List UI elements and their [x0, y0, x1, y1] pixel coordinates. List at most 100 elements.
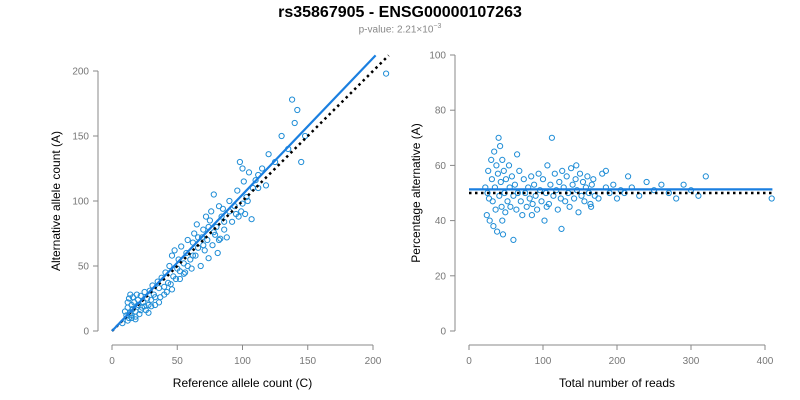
data-point [221, 226, 228, 233]
x-tick-label: 200 [365, 356, 382, 367]
x-tick-label: 300 [683, 356, 700, 367]
data-point [152, 294, 159, 301]
data-point [516, 167, 523, 174]
data-point [201, 247, 208, 254]
data-point [193, 221, 200, 228]
data-point [205, 255, 212, 262]
data-point [483, 212, 490, 219]
data-point [132, 316, 139, 323]
data-point [529, 200, 536, 208]
data-point [298, 158, 305, 166]
data-point [613, 195, 621, 202]
data-point [166, 262, 173, 270]
data-point [547, 181, 554, 188]
data-point [499, 156, 506, 163]
data-point [125, 295, 133, 302]
data-point [581, 198, 588, 205]
data-point [209, 242, 216, 249]
y-tick-label: 100 [72, 197, 89, 208]
data-point [590, 176, 597, 183]
data-point [141, 303, 148, 310]
data-point [291, 119, 298, 127]
data-point [523, 203, 530, 210]
data-point [200, 226, 207, 233]
data-point [551, 170, 558, 177]
data-point [643, 178, 650, 186]
data-point [494, 170, 501, 177]
data-point [252, 177, 259, 184]
data-point [558, 225, 565, 232]
data-point [493, 162, 500, 169]
y-tick-label: 0 [83, 327, 89, 338]
data-point [573, 162, 580, 169]
data-point [259, 165, 266, 172]
data-point [176, 275, 183, 283]
data-point [539, 176, 547, 183]
data-point [528, 212, 536, 219]
data-point [492, 206, 499, 213]
y-axis-title: Alternative allele count (A) [49, 131, 63, 271]
data-point [500, 167, 507, 174]
data-point [178, 243, 185, 250]
data-point [232, 210, 240, 218]
data-point [702, 173, 709, 180]
data-point [197, 262, 204, 270]
data-point [571, 195, 578, 202]
y-tick-label: 150 [72, 132, 89, 143]
x-tick-label: 0 [466, 356, 472, 367]
data-point [494, 228, 501, 235]
data-point [490, 223, 497, 230]
data-point [226, 197, 233, 205]
data-point [588, 181, 595, 188]
reference-line [111, 54, 390, 332]
data-point [218, 213, 225, 220]
data-point [498, 203, 505, 210]
data-point [519, 212, 526, 219]
data-point [136, 311, 143, 318]
data-point [554, 206, 561, 213]
data-point [504, 198, 511, 205]
y-tick-label: 80 [435, 106, 447, 117]
data-point [528, 173, 535, 180]
data-point [289, 96, 296, 103]
x-axis-title: Total number of reads [559, 376, 675, 390]
data-point [544, 162, 551, 169]
data-point [486, 217, 493, 224]
data-point [602, 167, 610, 174]
data-point [579, 178, 587, 186]
data-point [244, 197, 251, 205]
subtitle-text: p-value: 2.21×10 [358, 24, 434, 36]
data-point [148, 303, 155, 310]
data-point [294, 106, 301, 114]
data-point [302, 132, 309, 140]
data-point [610, 181, 617, 188]
x-tick-label: 150 [299, 356, 316, 367]
data-point [168, 252, 176, 259]
data-point [578, 192, 585, 199]
data-point [184, 236, 191, 244]
panel-percentage-alternative: 0 100 200 300 400 0 20 40 60 80 100 Total number of… [409, 51, 775, 390]
y-axis-title: Percentage alternative (A) [409, 123, 423, 262]
data-point [497, 143, 504, 150]
chart-subtitle: p-value: 2.21×10−3 [0, 23, 800, 35]
data-point [680, 181, 687, 188]
data-point [557, 195, 564, 202]
data-point [236, 158, 243, 166]
x-tick-label: 50 [172, 356, 184, 367]
data-point [517, 198, 524, 205]
data-point [548, 134, 556, 141]
data-point [491, 148, 498, 155]
data-point [499, 231, 507, 238]
data-point [507, 203, 514, 210]
data-point [278, 132, 285, 140]
data-point [563, 173, 570, 180]
data-point [584, 173, 591, 180]
data-point [383, 70, 390, 77]
data-point [499, 217, 506, 224]
x-tick-label: 0 [109, 356, 115, 367]
data-point [202, 213, 210, 220]
data-point [234, 187, 241, 194]
data-point [508, 173, 515, 180]
data-point [206, 217, 213, 224]
